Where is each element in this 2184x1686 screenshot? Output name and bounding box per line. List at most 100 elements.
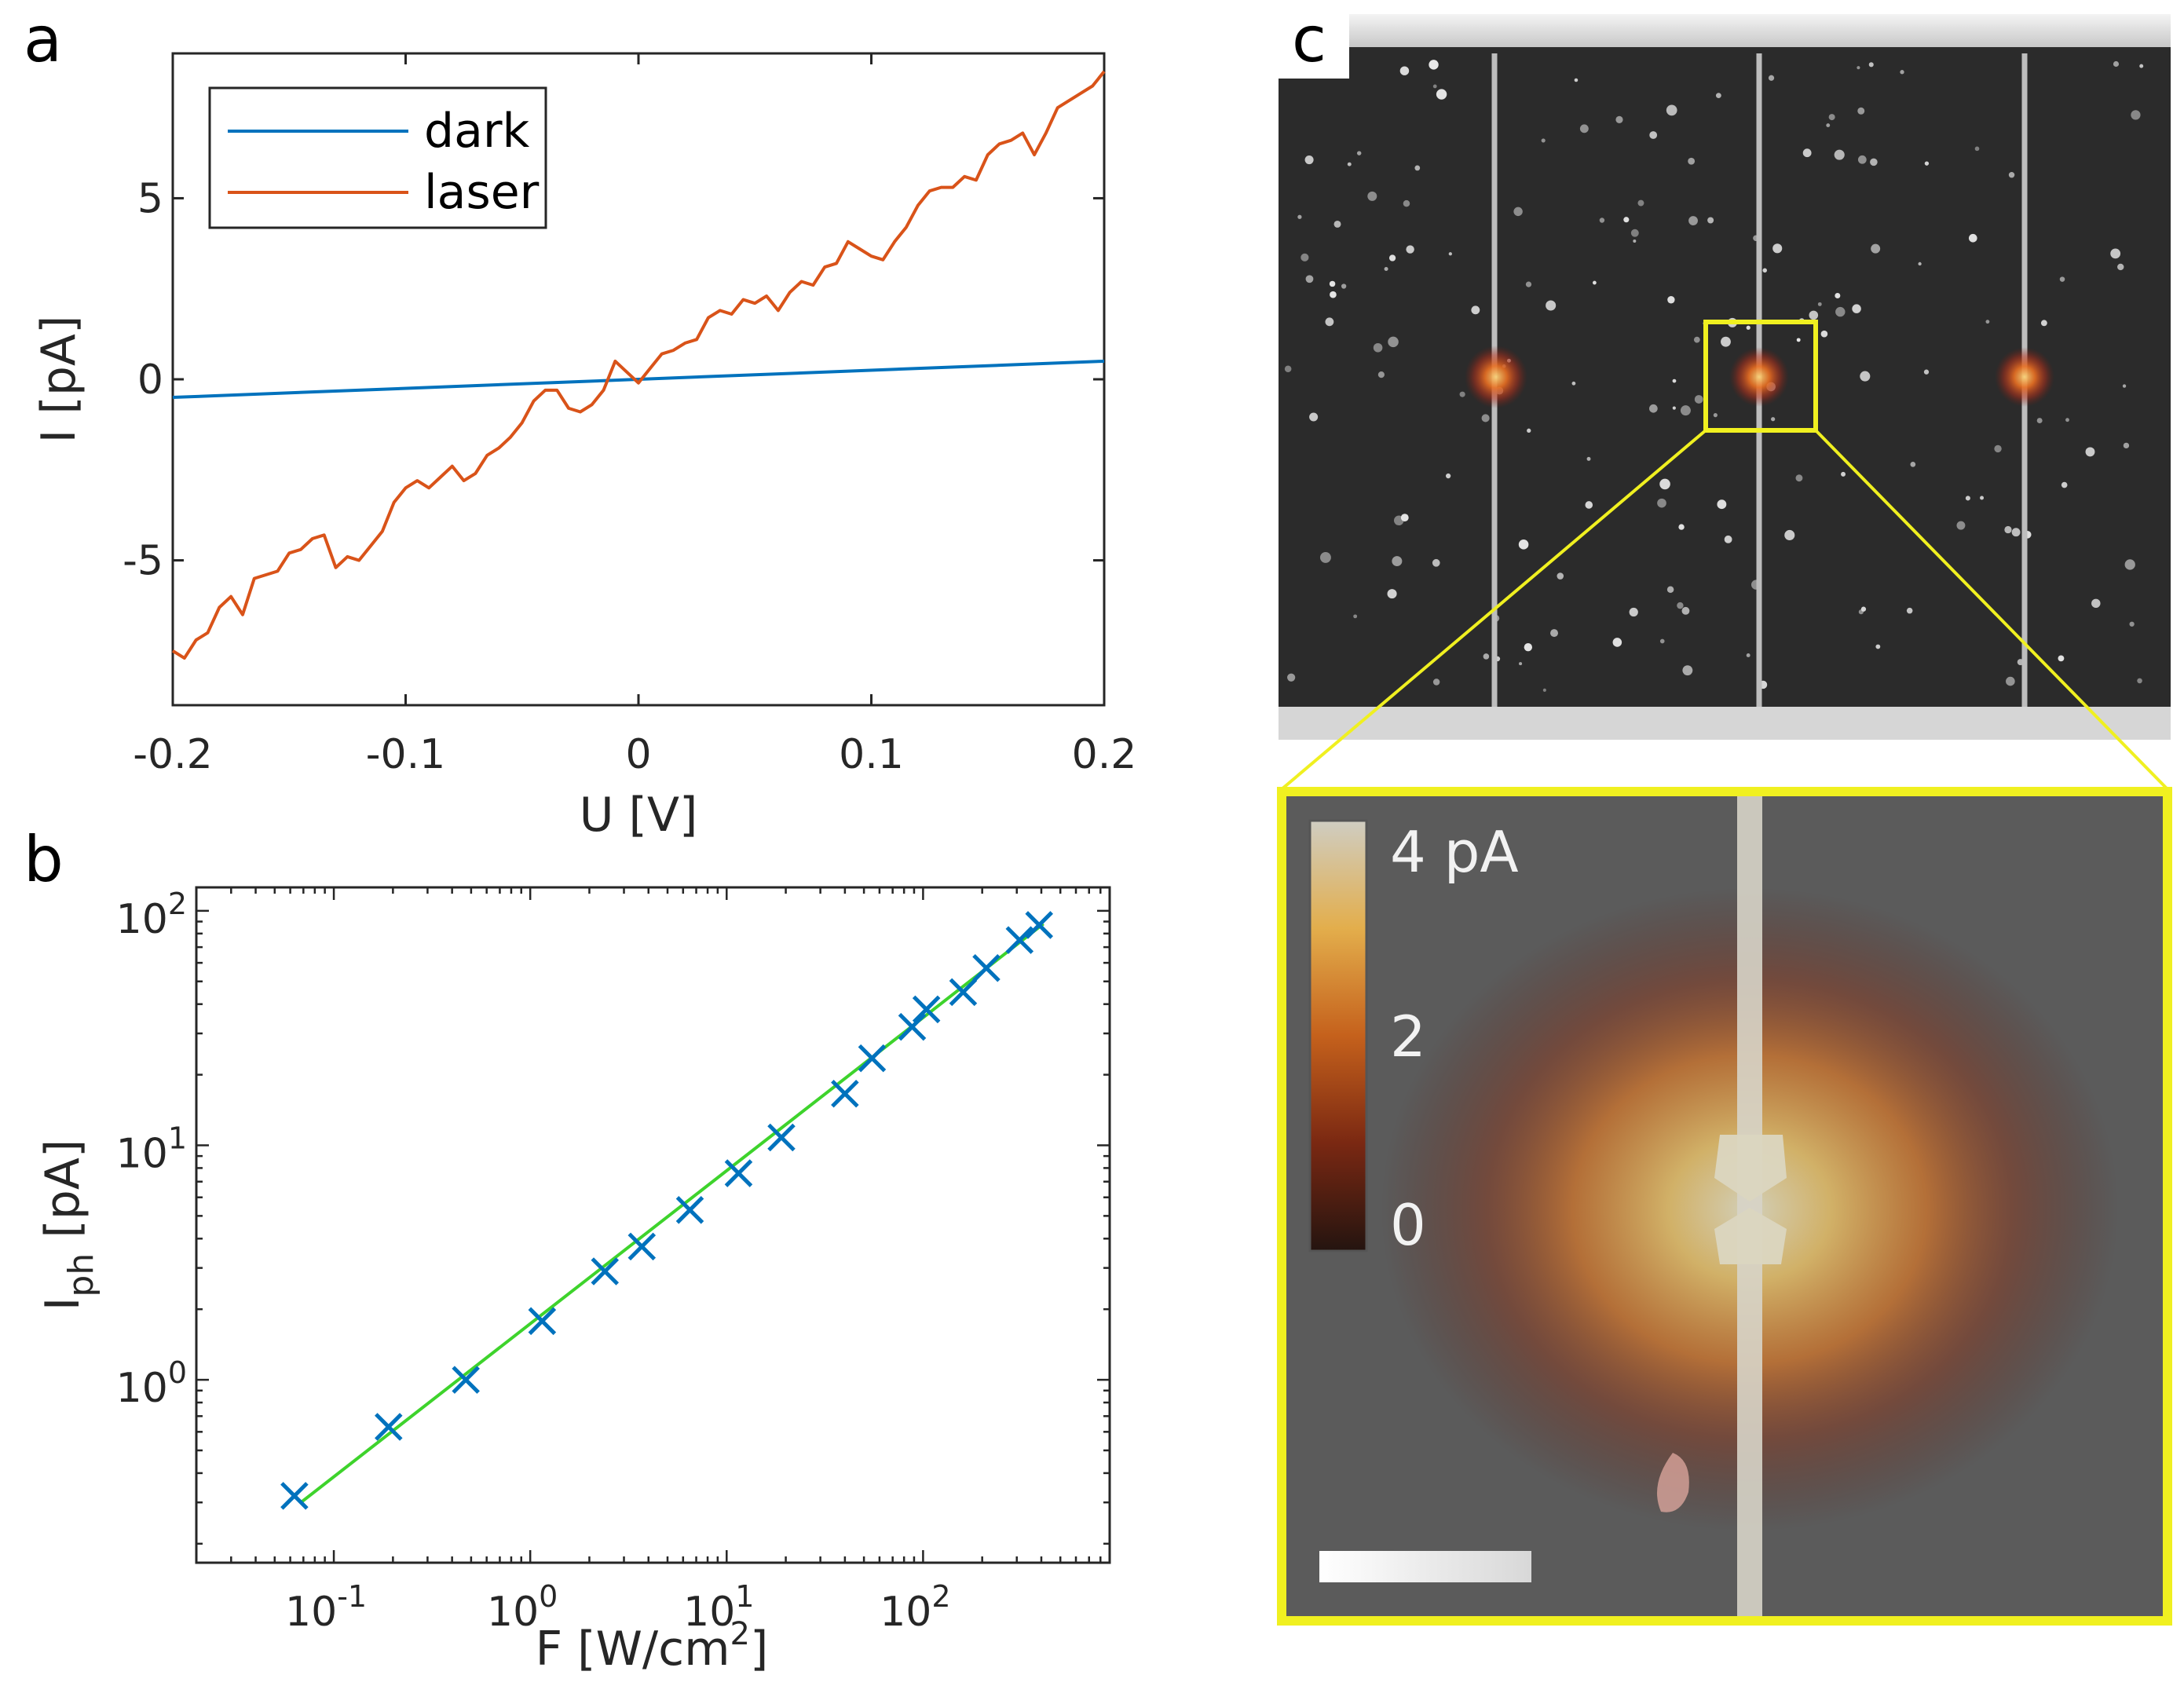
particle xyxy=(1353,614,1358,619)
particle xyxy=(2091,598,2101,609)
x-tick-label: 100 xyxy=(487,1579,558,1636)
particle xyxy=(1694,395,1703,404)
scale-bar xyxy=(1319,1551,1531,1582)
particle xyxy=(1762,268,1767,273)
particle xyxy=(1436,89,1447,100)
particle xyxy=(1649,131,1658,139)
chart-b: b 10-1 100 101 102 100 101 102 F [W/cm2] Iph [… xyxy=(24,832,1111,1677)
particle xyxy=(1519,662,1523,666)
particle xyxy=(1796,338,1801,342)
particle xyxy=(2058,655,2065,662)
data-point xyxy=(375,1413,403,1441)
y-tick-label: 101 xyxy=(116,1121,187,1177)
series-line-dark xyxy=(172,359,1105,400)
particle xyxy=(1715,93,1721,99)
particle xyxy=(1525,281,1532,287)
particle xyxy=(1657,498,1666,508)
particle xyxy=(2036,418,2043,424)
particle xyxy=(1304,155,1314,165)
particle xyxy=(1974,146,1980,152)
particle xyxy=(2061,481,2068,488)
particle xyxy=(2123,442,2130,449)
image-panel-c: c 4 pA 2 0 xyxy=(1277,0,2172,1626)
photocurrent-spot-left xyxy=(1465,346,1527,408)
xlabel-b-main: F [W/cm xyxy=(536,1622,730,1677)
particle xyxy=(1518,539,1529,550)
particle xyxy=(1527,428,1531,433)
xlabel-b-sup: 2 xyxy=(730,1616,750,1652)
particle xyxy=(2085,447,2095,457)
x-tick-label: 101 xyxy=(683,1579,754,1636)
particle xyxy=(1387,589,1397,599)
particle xyxy=(1373,342,1383,353)
particle xyxy=(1333,220,1341,228)
particle xyxy=(1414,165,1421,171)
particle xyxy=(1857,155,1867,164)
particle xyxy=(1870,158,1878,166)
ylabel-b-sub: ph xyxy=(61,1253,101,1297)
particle xyxy=(1985,320,1990,324)
particle xyxy=(1301,253,1309,261)
particle xyxy=(1623,217,1630,223)
particle xyxy=(1721,336,1731,347)
particle xyxy=(1633,240,1637,243)
data-point xyxy=(591,1257,620,1286)
particle xyxy=(1826,123,1831,127)
particle xyxy=(1542,688,1546,692)
particle xyxy=(1724,535,1732,543)
colorbar-min-label: 0 xyxy=(1390,1192,1426,1258)
particle xyxy=(1432,558,1440,567)
particle xyxy=(1968,233,1977,243)
particle xyxy=(1860,371,1871,382)
ticks-a: -0.2 -0.1 0 0.1 0.2 -5 0 5 xyxy=(123,53,1136,778)
particle xyxy=(1768,75,1775,81)
xlabel-a: U [V] xyxy=(580,788,698,843)
x-tick-label: 0 xyxy=(625,731,651,778)
particle xyxy=(1868,62,1874,68)
data-point xyxy=(724,1159,753,1187)
data-point xyxy=(912,995,941,1024)
x-tick-label: 10-1 xyxy=(285,1579,367,1636)
particle xyxy=(2131,110,2141,120)
y-tick-label: 100 xyxy=(116,1355,187,1412)
particle xyxy=(1795,474,1803,482)
particle xyxy=(1471,305,1480,315)
data-point xyxy=(280,1482,309,1510)
particle xyxy=(1592,280,1597,285)
particle xyxy=(1688,157,1696,165)
particle xyxy=(1820,330,1828,338)
zoom-connector-left xyxy=(1280,429,1707,791)
particle xyxy=(1828,114,1835,121)
particle xyxy=(1330,291,1337,298)
x-tick-label: 0.2 xyxy=(1072,731,1137,778)
zoom-frame xyxy=(1277,787,2172,1626)
panel-label-b: b xyxy=(24,832,64,896)
particle xyxy=(1284,365,1292,373)
particle xyxy=(1717,499,1727,510)
y-tick-label: -5 xyxy=(123,538,163,585)
particle xyxy=(1980,496,1985,500)
ylabel-b-end: [pA] xyxy=(35,1139,90,1253)
particle xyxy=(2040,320,2047,327)
particle xyxy=(2110,248,2121,259)
colorbar xyxy=(1308,819,1368,1253)
particle xyxy=(2117,263,2124,271)
photocurrent-spot-right xyxy=(1995,347,2054,407)
particle xyxy=(1666,104,1677,116)
particle xyxy=(1399,66,1410,75)
particle xyxy=(1923,369,1930,375)
data-point xyxy=(675,1196,704,1224)
particle xyxy=(1900,70,1904,75)
particle xyxy=(1541,138,1546,143)
particle xyxy=(1835,292,1841,298)
data-point xyxy=(767,1123,796,1152)
particle xyxy=(1483,653,1490,660)
particle xyxy=(1680,405,1691,416)
particle xyxy=(1297,214,1302,219)
data-point xyxy=(1005,926,1034,954)
particle xyxy=(1688,216,1698,225)
data-point xyxy=(831,1079,859,1108)
legend-label-laser: laser xyxy=(424,165,540,220)
particle xyxy=(1377,371,1385,379)
data-point xyxy=(452,1366,480,1394)
